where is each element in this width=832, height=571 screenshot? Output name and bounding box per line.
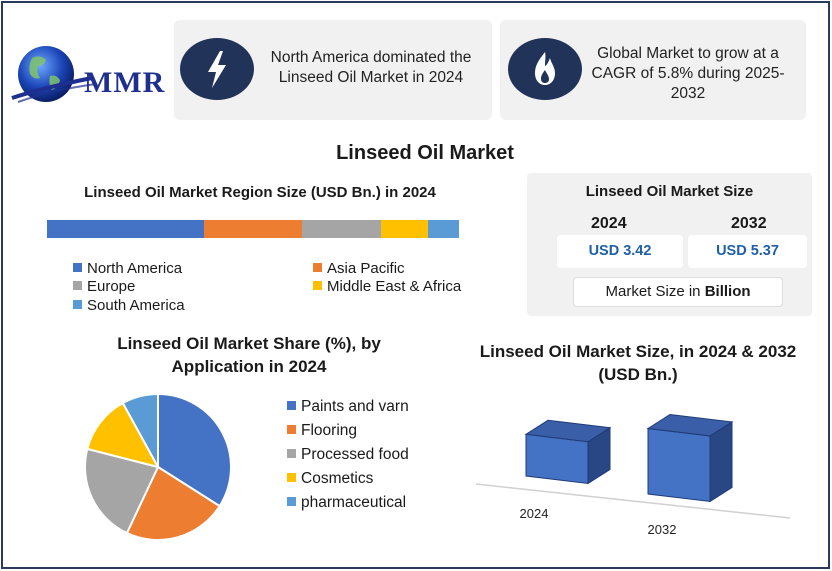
legend-label: Processed food bbox=[301, 446, 409, 463]
stacked-segment-middle-east-africa bbox=[380, 220, 429, 238]
legend-swatch bbox=[73, 281, 82, 290]
region-stacked-bar bbox=[47, 220, 459, 238]
legend-label: Asia Pacific bbox=[327, 260, 405, 277]
legend-swatch bbox=[287, 449, 296, 458]
x-tick-label-2024: 2024 bbox=[520, 506, 549, 521]
info-card-leader: North America dominated the Linseed Oil … bbox=[174, 20, 492, 120]
legend-item-middle-east-africa: Middle East & Africa bbox=[313, 278, 461, 295]
pie-chart-title: Linseed Oil Market Share (%), by Applica… bbox=[117, 334, 381, 376]
lightning-icon bbox=[180, 38, 254, 100]
legend-label: South America bbox=[87, 297, 185, 314]
market-size-panel: Linseed Oil Market Size 2024 2032 USD 3.… bbox=[527, 173, 812, 316]
legend-item-north-america: North America bbox=[73, 260, 182, 277]
floor-line bbox=[475, 483, 791, 519]
legend-label: pharmaceutical bbox=[301, 494, 407, 511]
info-card-cagr: Global Market to grow at a CAGR of 5.8% … bbox=[500, 20, 806, 120]
legend-label: Europe bbox=[87, 278, 136, 295]
year-label-2032: 2032 bbox=[731, 215, 767, 232]
legend-swatch bbox=[287, 473, 296, 482]
bar-chart-3d: 2024 2032 bbox=[475, 413, 791, 537]
pie-chart bbox=[84, 392, 232, 541]
legend-swatch bbox=[287, 425, 296, 434]
legend-swatch bbox=[313, 281, 322, 290]
legend-swatch bbox=[287, 497, 296, 506]
stacked-segment-europe bbox=[302, 220, 381, 238]
pie-slice-cosmetics bbox=[86, 401, 160, 469]
legend-swatch bbox=[73, 300, 82, 309]
legend-swatch bbox=[313, 263, 322, 272]
legend-label: North America bbox=[87, 260, 183, 277]
pie-slice-pharmaceutical bbox=[121, 392, 159, 468]
brand-logo: MMR bbox=[10, 40, 170, 110]
info-card-text: North America dominated the Linseed Oil … bbox=[270, 49, 472, 86]
legend-label: Flooring bbox=[301, 422, 357, 439]
region-chart-title: Linseed Oil Market Region Size (USD Bn.)… bbox=[84, 184, 436, 201]
stacked-segment-asia-pacific bbox=[203, 220, 303, 238]
stacked-segment-south-america bbox=[428, 220, 459, 238]
page-title: Linseed Oil Market bbox=[336, 142, 514, 164]
legend-item-processed-food: Processed food bbox=[287, 446, 409, 470]
legend-item-cosmetics: Cosmetics bbox=[287, 470, 409, 494]
unit-prefix: Market Size in bbox=[605, 283, 705, 300]
unit-box: Market Size in Billion bbox=[573, 277, 783, 307]
legend-label: Paints and varn bbox=[301, 398, 409, 415]
legend-item-paints: Paints and varn bbox=[287, 398, 409, 422]
year-label-2024: 2024 bbox=[591, 215, 627, 232]
unit-bold: Billion bbox=[704, 283, 751, 300]
bar-chart-title: Linseed Oil Market Size, in 2024 & 2032 … bbox=[479, 342, 797, 384]
logo-text: MMR bbox=[84, 66, 166, 99]
legend-label: Cosmetics bbox=[301, 470, 374, 487]
bar-2024 bbox=[524, 419, 612, 485]
market-size-title: Linseed Oil Market Size bbox=[585, 183, 754, 200]
stacked-segment-north-america bbox=[47, 220, 204, 238]
x-tick-label-2032: 2032 bbox=[648, 522, 677, 537]
legend-label: Middle East & Africa bbox=[327, 278, 462, 295]
flame-icon bbox=[508, 38, 582, 100]
legend-item-asia-pacific: Asia Pacific bbox=[313, 260, 405, 277]
legend-item-europe: Europe bbox=[73, 278, 135, 295]
info-card-text: Global Market to grow at a CAGR of 5.8% … bbox=[591, 45, 785, 102]
legend-item-south-america: South America bbox=[73, 297, 185, 314]
legend-item-flooring: Flooring bbox=[287, 422, 409, 446]
pie-slice-processed-food bbox=[84, 447, 160, 535]
value-box-2024: USD 3.42 bbox=[557, 235, 683, 268]
legend-item-pharmaceutical: pharmaceutical bbox=[287, 494, 409, 518]
legend-swatch bbox=[73, 263, 82, 272]
value-box-2032: USD 5.37 bbox=[688, 235, 807, 268]
globe-icon bbox=[11, 46, 97, 103]
pie-legend: Paints and varn Flooring Processed food … bbox=[287, 398, 409, 518]
bar-2032 bbox=[646, 413, 734, 503]
legend-swatch bbox=[287, 401, 296, 410]
